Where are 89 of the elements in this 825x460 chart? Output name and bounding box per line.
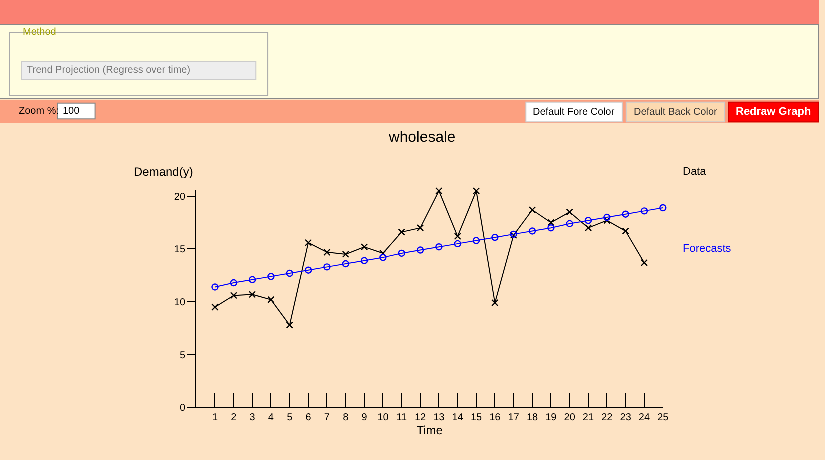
text: Redraw Graph xyxy=(736,106,812,118)
point xyxy=(212,284,219,291)
point xyxy=(584,217,592,224)
point xyxy=(398,228,406,236)
point xyxy=(230,292,238,300)
x-tick-label: 19 xyxy=(546,412,558,424)
y-axis-title: Demand(y) xyxy=(134,165,194,179)
x-tick-label: 11 xyxy=(396,412,408,424)
point xyxy=(604,217,611,224)
text: 100 xyxy=(63,106,80,117)
point xyxy=(640,208,648,215)
x-tick-label: 17 xyxy=(508,412,520,424)
point xyxy=(304,266,312,274)
point xyxy=(342,250,350,258)
x-tick-label: 20 xyxy=(564,412,576,424)
point xyxy=(360,257,368,264)
x-tick-label: 13 xyxy=(434,412,446,424)
x-tick-label: 16 xyxy=(490,412,502,424)
point xyxy=(528,228,536,235)
x-tick-label: 3 xyxy=(250,412,256,424)
x-axis-title: Time xyxy=(416,424,444,438)
x-tick-label: 9 xyxy=(362,412,368,424)
chart-title: wholesale xyxy=(388,129,456,146)
x-tick-label: 15 xyxy=(470,412,483,424)
x-tick-label: 21 xyxy=(582,412,594,424)
x-tick-label: 24 xyxy=(638,412,650,424)
point xyxy=(212,304,219,311)
x-tick-label: 6 xyxy=(306,412,312,424)
point xyxy=(604,214,611,222)
point xyxy=(622,210,630,218)
text: Data xyxy=(683,166,708,178)
y-tick-label: 5 xyxy=(180,350,186,362)
point xyxy=(324,264,331,271)
point xyxy=(304,239,312,246)
y-tick-label: 10 xyxy=(174,298,186,309)
point xyxy=(380,250,387,258)
x-tick-label: 4 xyxy=(268,412,274,424)
x-tick-label: 12 xyxy=(414,412,427,424)
point xyxy=(398,250,406,258)
point xyxy=(324,248,331,256)
point xyxy=(436,244,443,251)
point xyxy=(548,224,555,232)
x-tick-label: 25 xyxy=(658,412,670,424)
point xyxy=(640,259,648,267)
point xyxy=(248,291,256,298)
point xyxy=(454,240,462,248)
point xyxy=(584,224,592,232)
point xyxy=(416,246,424,254)
x-tick-label: 18 xyxy=(526,412,538,424)
point xyxy=(492,234,499,242)
x-tick-label: 8 xyxy=(343,412,350,424)
text: Forecasts xyxy=(683,243,732,255)
text: Default Fore Color xyxy=(533,107,616,118)
point xyxy=(472,237,480,244)
point xyxy=(660,204,667,212)
text: Zoom %: xyxy=(19,106,60,117)
x-tick-label: 10 xyxy=(378,412,390,424)
x-tick-label: 2 xyxy=(231,412,238,424)
point xyxy=(286,270,294,278)
x-tick-label: 5 xyxy=(287,412,294,424)
y-tick-label: 20 xyxy=(174,192,186,203)
point xyxy=(472,188,480,195)
point xyxy=(268,296,275,304)
point xyxy=(492,300,499,307)
point xyxy=(230,279,238,287)
y-tick-label: 0 xyxy=(180,403,186,414)
point xyxy=(622,228,630,235)
x-tick-label: 7 xyxy=(324,412,330,424)
x-tick-label: 22 xyxy=(602,412,614,424)
point xyxy=(248,276,256,284)
point xyxy=(566,208,574,216)
point xyxy=(416,224,424,232)
point xyxy=(566,220,574,228)
point xyxy=(360,244,368,251)
point xyxy=(436,188,443,195)
point xyxy=(268,273,275,280)
point xyxy=(380,254,387,262)
x-tick-label: 14 xyxy=(452,412,464,424)
point xyxy=(548,219,555,226)
x-tick-label: 23 xyxy=(620,412,632,424)
text: Method xyxy=(23,27,56,38)
text: Trend Projection (Regress over time) xyxy=(27,65,191,76)
text: Default Back Color xyxy=(634,107,718,118)
x-tick-label: 1 xyxy=(212,412,218,424)
point xyxy=(454,232,462,240)
point xyxy=(286,322,294,329)
y-tick-label: 15 xyxy=(174,244,186,256)
point xyxy=(342,260,350,268)
point xyxy=(528,206,536,214)
